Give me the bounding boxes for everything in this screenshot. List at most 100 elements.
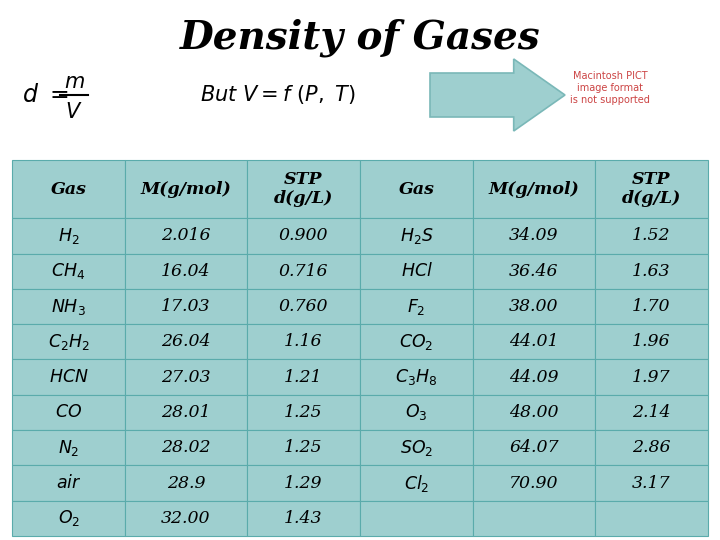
Text: 17.03: 17.03 — [161, 298, 211, 315]
Text: $CO_2$: $CO_2$ — [400, 332, 433, 352]
Text: 1.63: 1.63 — [632, 263, 670, 280]
Bar — [595, 324, 708, 360]
Bar — [247, 501, 360, 536]
Bar — [595, 501, 708, 536]
Text: $O_3$: $O_3$ — [405, 402, 428, 422]
Text: 32.00: 32.00 — [161, 510, 211, 527]
Bar — [247, 324, 360, 360]
Bar — [125, 160, 247, 218]
Text: 1.16: 1.16 — [284, 333, 323, 350]
Bar — [247, 465, 360, 501]
Bar — [125, 289, 247, 324]
Bar — [473, 430, 595, 465]
Text: 1.97: 1.97 — [632, 369, 670, 386]
Bar — [247, 430, 360, 465]
Text: 1.43: 1.43 — [284, 510, 323, 527]
Text: $SO_2$: $SO_2$ — [400, 438, 433, 458]
Bar — [473, 360, 595, 395]
Text: $F_2$: $F_2$ — [408, 296, 426, 316]
Bar — [247, 160, 360, 218]
Text: 44.01: 44.01 — [509, 333, 559, 350]
Bar — [595, 254, 708, 289]
Bar — [12, 324, 125, 360]
Text: STP
d(g/L): STP d(g/L) — [274, 171, 333, 207]
Bar — [473, 324, 595, 360]
Bar — [595, 218, 708, 254]
Text: 1.25: 1.25 — [284, 439, 323, 456]
Bar — [595, 289, 708, 324]
Bar — [473, 289, 595, 324]
Bar — [595, 395, 708, 430]
Bar — [595, 160, 708, 218]
Text: 28.02: 28.02 — [161, 439, 211, 456]
Text: 1.52: 1.52 — [632, 227, 670, 245]
Text: $Cl_2$: $Cl_2$ — [404, 472, 429, 494]
Text: 1.96: 1.96 — [632, 333, 670, 350]
Text: 2.86: 2.86 — [632, 439, 670, 456]
Bar — [473, 160, 595, 218]
Text: Density of Gases: Density of Gases — [180, 19, 540, 57]
Text: $C_2H_2$: $C_2H_2$ — [48, 332, 89, 352]
Text: 0.760: 0.760 — [279, 298, 328, 315]
Bar — [473, 254, 595, 289]
Text: 64.07: 64.07 — [509, 439, 559, 456]
Text: Macintosh PICT
image format
is not supported: Macintosh PICT image format is not suppo… — [570, 71, 650, 105]
Text: 44.09: 44.09 — [509, 369, 559, 386]
Bar — [473, 465, 595, 501]
Bar — [12, 218, 125, 254]
Text: 1.25: 1.25 — [284, 404, 323, 421]
Text: $m$: $m$ — [63, 72, 84, 91]
Bar — [125, 430, 247, 465]
Bar — [125, 501, 247, 536]
Text: 38.00: 38.00 — [509, 298, 559, 315]
Text: 3.17: 3.17 — [632, 475, 670, 491]
Text: $V$: $V$ — [66, 102, 83, 122]
Bar — [125, 395, 247, 430]
Text: $C_3H_8$: $C_3H_8$ — [395, 367, 438, 387]
Bar — [247, 289, 360, 324]
Bar — [125, 360, 247, 395]
Text: 1.70: 1.70 — [632, 298, 670, 315]
Polygon shape — [430, 59, 565, 131]
Bar — [125, 254, 247, 289]
Text: $HCl$: $HCl$ — [400, 262, 433, 280]
Text: $N_2$: $N_2$ — [58, 438, 79, 458]
Bar — [12, 395, 125, 430]
Text: 48.00: 48.00 — [509, 404, 559, 421]
Bar — [12, 360, 125, 395]
Text: $HCN$: $HCN$ — [49, 369, 89, 386]
Bar — [12, 430, 125, 465]
Bar — [247, 218, 360, 254]
Text: M(g/mol): M(g/mol) — [140, 181, 231, 198]
Text: 26.04: 26.04 — [161, 333, 211, 350]
Bar — [360, 289, 473, 324]
Text: $H_2$: $H_2$ — [58, 226, 79, 246]
Bar — [12, 289, 125, 324]
Bar — [360, 324, 473, 360]
Bar — [12, 465, 125, 501]
Text: 16.04: 16.04 — [161, 263, 211, 280]
Text: 27.03: 27.03 — [161, 369, 211, 386]
Bar — [125, 465, 247, 501]
Text: 2.016: 2.016 — [161, 227, 211, 245]
Text: 28.9: 28.9 — [167, 475, 205, 491]
Bar — [360, 160, 473, 218]
Text: $O_2$: $O_2$ — [58, 508, 80, 528]
Text: 0.900: 0.900 — [279, 227, 328, 245]
Text: 28.01: 28.01 — [161, 404, 211, 421]
Bar — [360, 360, 473, 395]
Text: 0.716: 0.716 — [279, 263, 328, 280]
Bar — [125, 324, 247, 360]
Text: $d\ =$: $d\ =$ — [22, 84, 68, 106]
Bar — [360, 501, 473, 536]
Bar — [360, 218, 473, 254]
Bar — [247, 395, 360, 430]
Text: $CO$: $CO$ — [55, 404, 82, 421]
Text: $air$: $air$ — [56, 474, 81, 492]
Text: 34.09: 34.09 — [509, 227, 559, 245]
Bar — [247, 254, 360, 289]
Text: 1.21: 1.21 — [284, 369, 323, 386]
Bar — [473, 395, 595, 430]
Bar — [360, 465, 473, 501]
Bar — [473, 501, 595, 536]
